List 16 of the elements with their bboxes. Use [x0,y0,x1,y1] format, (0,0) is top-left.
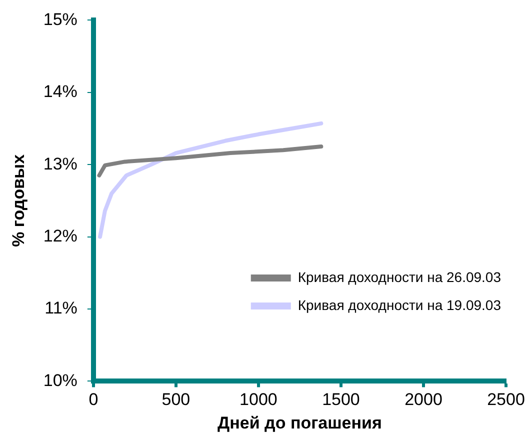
y-tick-label: 13% [43,154,78,174]
legend-label: Кривая доходности на 19.09.03 [298,296,502,313]
y-axis-title: % годовых [8,154,28,247]
y-tick-label: 12% [43,226,78,246]
y-tick-label: 10% [43,370,78,390]
x-axis-title: Дней до погашения [218,413,382,432]
x-tick-label: 2500 [487,390,525,410]
x-tick-label: 1500 [322,390,360,410]
x-tick-label: 0 [88,390,98,410]
y-tick-label: 14% [43,82,78,102]
x-tick-label: 500 [162,390,190,410]
x-tick-label: 1000 [240,390,278,410]
y-tick-label: 15% [43,10,78,29]
x-tick-label: 2000 [404,390,442,410]
legend-label: Кривая доходности на 26.09.03 [298,268,502,285]
y-tick-label: 11% [44,298,78,318]
